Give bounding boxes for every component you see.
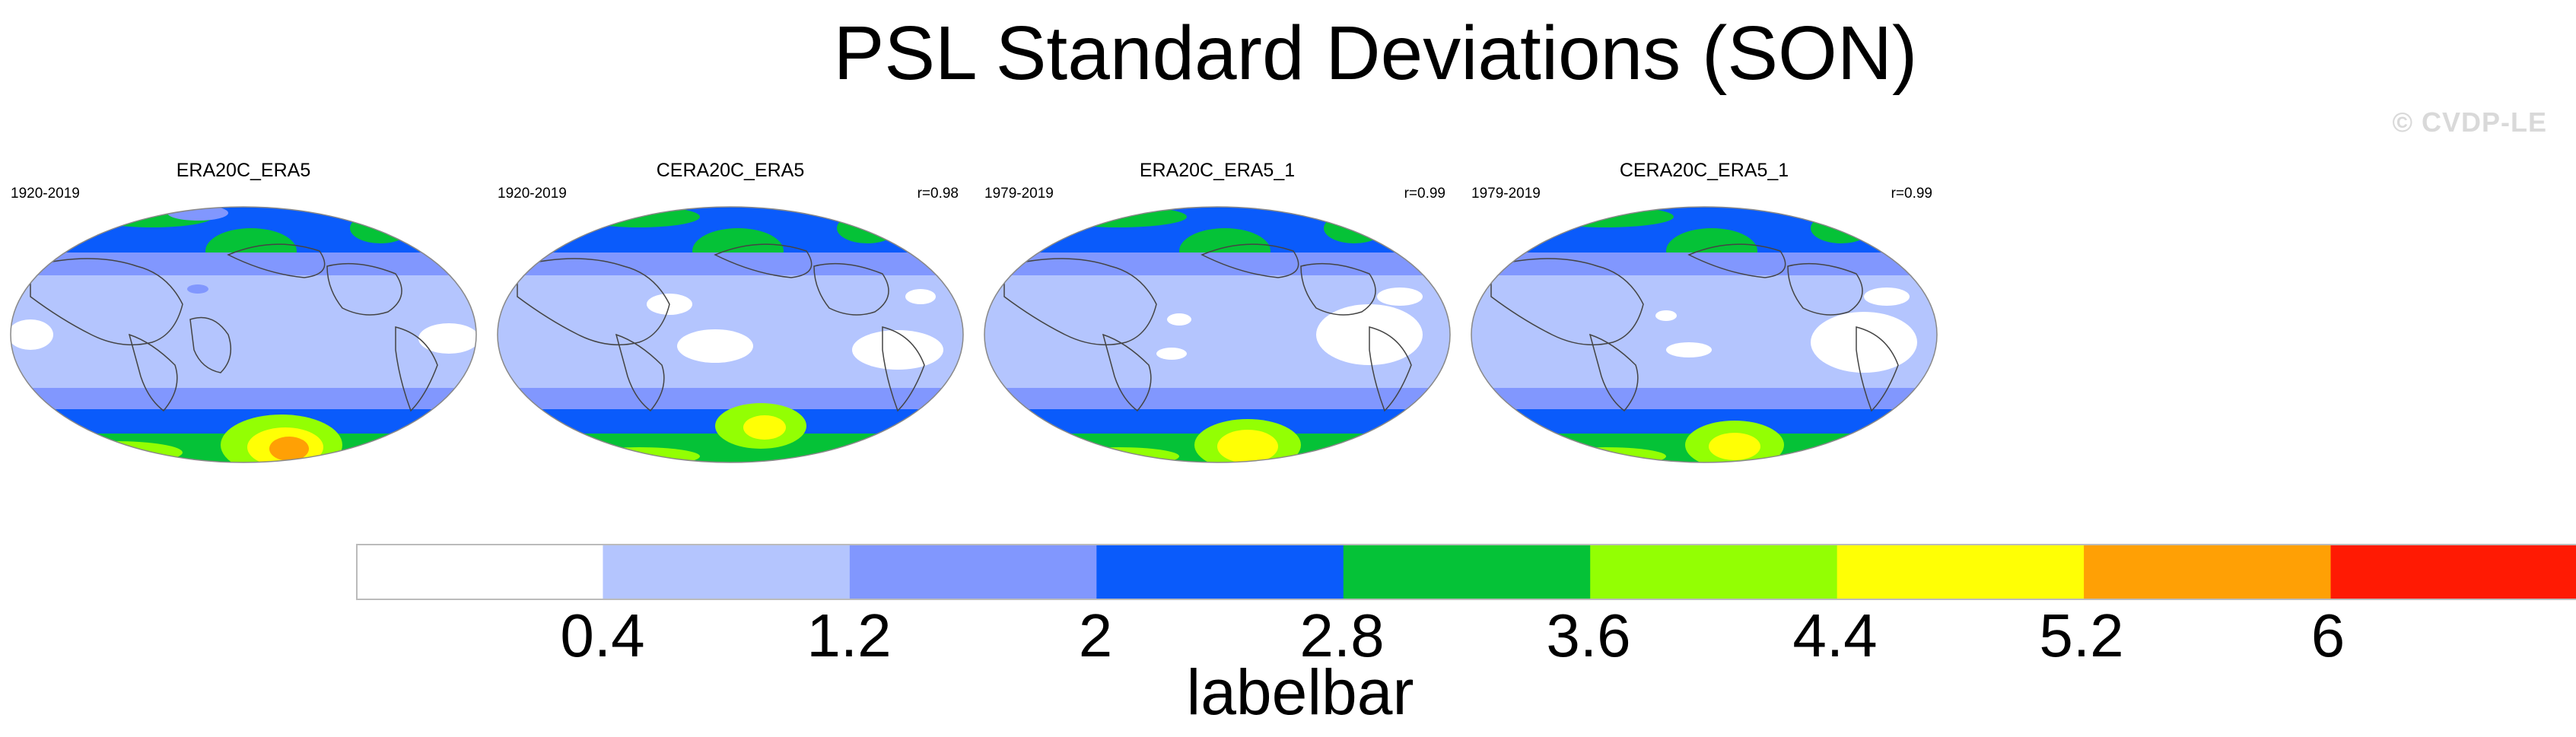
cvdp-watermark: © CVDP-LE <box>2392 106 2547 138</box>
labelbar-color-box <box>1590 544 1838 600</box>
labelbar-color-box <box>2330 544 2576 600</box>
panel-years: 1920-2019 <box>498 186 567 202</box>
panel-years: 1920-2019 <box>11 186 80 202</box>
psl-std-map <box>984 206 1451 463</box>
labelbar-color-box <box>1837 544 2085 600</box>
labelbar-tick: 3.6 <box>1546 602 1631 669</box>
labelbar-color-box <box>2084 544 2332 600</box>
labelbar-color-box <box>603 544 851 600</box>
panel-years: 1979-2019 <box>984 186 1054 202</box>
labelbar-color-box <box>1096 544 1344 600</box>
map-panel-cera20c-era5: CERA20C_ERA5 1920-2019 r=0.98 <box>487 152 974 487</box>
labelbar-tick: 4.4 <box>1792 602 1878 669</box>
panel-title: CERA20C_ERA5 <box>656 160 805 181</box>
labelbar-title: labelbar <box>1186 656 1414 728</box>
panel-title: ERA20C_ERA5_1 <box>1139 160 1296 181</box>
labelbar-tick: 6 <box>2310 602 2345 669</box>
labelbar-tick: 5.2 <box>2039 602 2124 669</box>
psl-std-map <box>497 206 964 463</box>
psl-std-map <box>1471 206 1938 463</box>
labelbar-color-box <box>849 544 1097 600</box>
panel-title: CERA20C_ERA5_1 <box>1619 160 1789 181</box>
map-panel-era20c-era5: ERA20C_ERA5 1920-2019 <box>0 152 487 487</box>
labelbar-tick: 0.4 <box>560 602 645 669</box>
labelbar-color-box <box>356 544 603 600</box>
labelbar-tick: 1.2 <box>806 602 892 669</box>
panel-title: ERA20C_ERA5 <box>176 160 311 181</box>
panel-correlation: r=0.98 <box>917 186 959 202</box>
map-panel-cera20c-era5-1: CERA20C_ERA5_1 1979-2019 r=0.99 <box>1461 152 1948 487</box>
panel-years: 1979-2019 <box>1471 186 1541 202</box>
panel-correlation: r=0.99 <box>1404 186 1445 202</box>
map-panel-era20c-era5-1: ERA20C_ERA5_1 1979-2019 r=0.99 <box>974 152 1461 487</box>
labelbar-frame <box>356 544 2576 600</box>
panel-correlation: r=0.99 <box>1891 186 1932 202</box>
labelbar-tick: 2.8 <box>1299 602 1385 669</box>
labelbar-color-box <box>1343 544 1591 600</box>
labelbar-tick: 2 <box>1078 602 1113 669</box>
labelbar-ticks: 0.4 1.2 2 2.8 3.6 4.4 5.2 6 <box>0 601 2576 669</box>
psl-std-map <box>10 206 477 463</box>
color-labelbar <box>356 544 2576 600</box>
figure-title: PSL Standard Deviations (SON) <box>833 11 1918 96</box>
